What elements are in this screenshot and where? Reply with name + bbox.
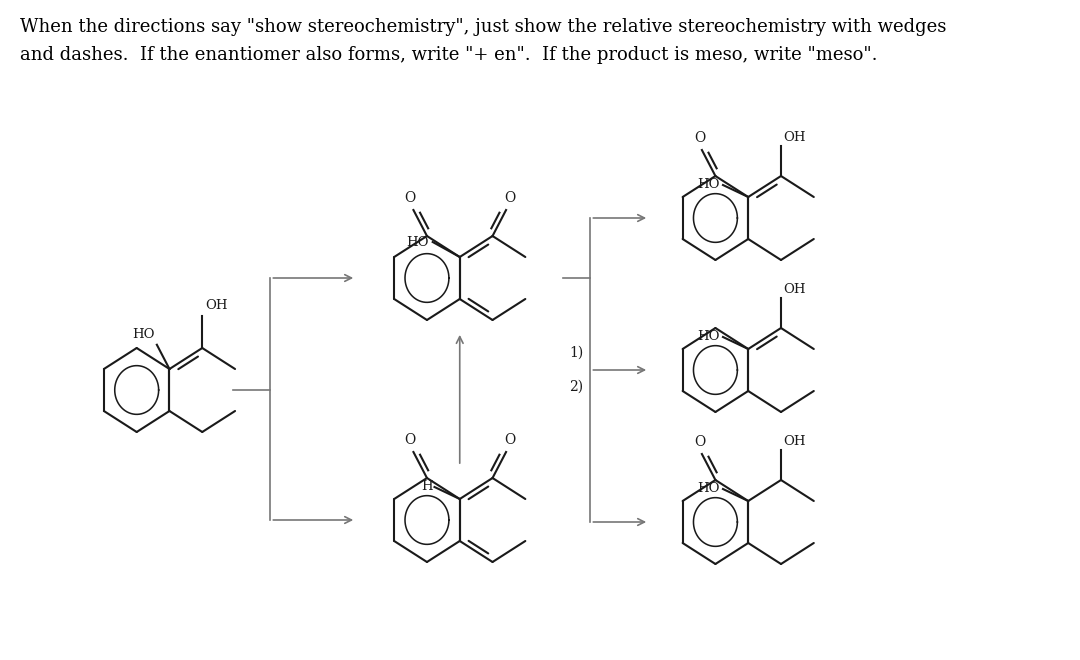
Text: HO: HO (406, 236, 429, 249)
Text: O: O (404, 433, 416, 447)
Text: O: O (404, 191, 416, 205)
Text: HO: HO (697, 331, 719, 343)
Text: OH: OH (784, 131, 806, 144)
Text: OH: OH (784, 283, 806, 296)
Text: 2): 2) (569, 380, 583, 394)
Text: HO: HO (697, 178, 719, 191)
Text: O: O (504, 191, 515, 205)
Text: When the directions say "show stereochemistry", just show the relative stereoche: When the directions say "show stereochem… (19, 18, 946, 36)
Text: and dashes.  If the enantiomer also forms, write "+ en".  If the product is meso: and dashes. If the enantiomer also forms… (19, 46, 877, 64)
Text: HO: HO (133, 328, 156, 341)
Text: 1): 1) (569, 346, 583, 360)
Text: O: O (694, 435, 705, 449)
Text: H: H (421, 480, 433, 494)
Text: OH: OH (784, 435, 806, 448)
Text: OH: OH (205, 299, 228, 312)
Text: O: O (694, 131, 705, 145)
Text: HO: HO (697, 482, 719, 496)
Text: O: O (504, 433, 515, 447)
